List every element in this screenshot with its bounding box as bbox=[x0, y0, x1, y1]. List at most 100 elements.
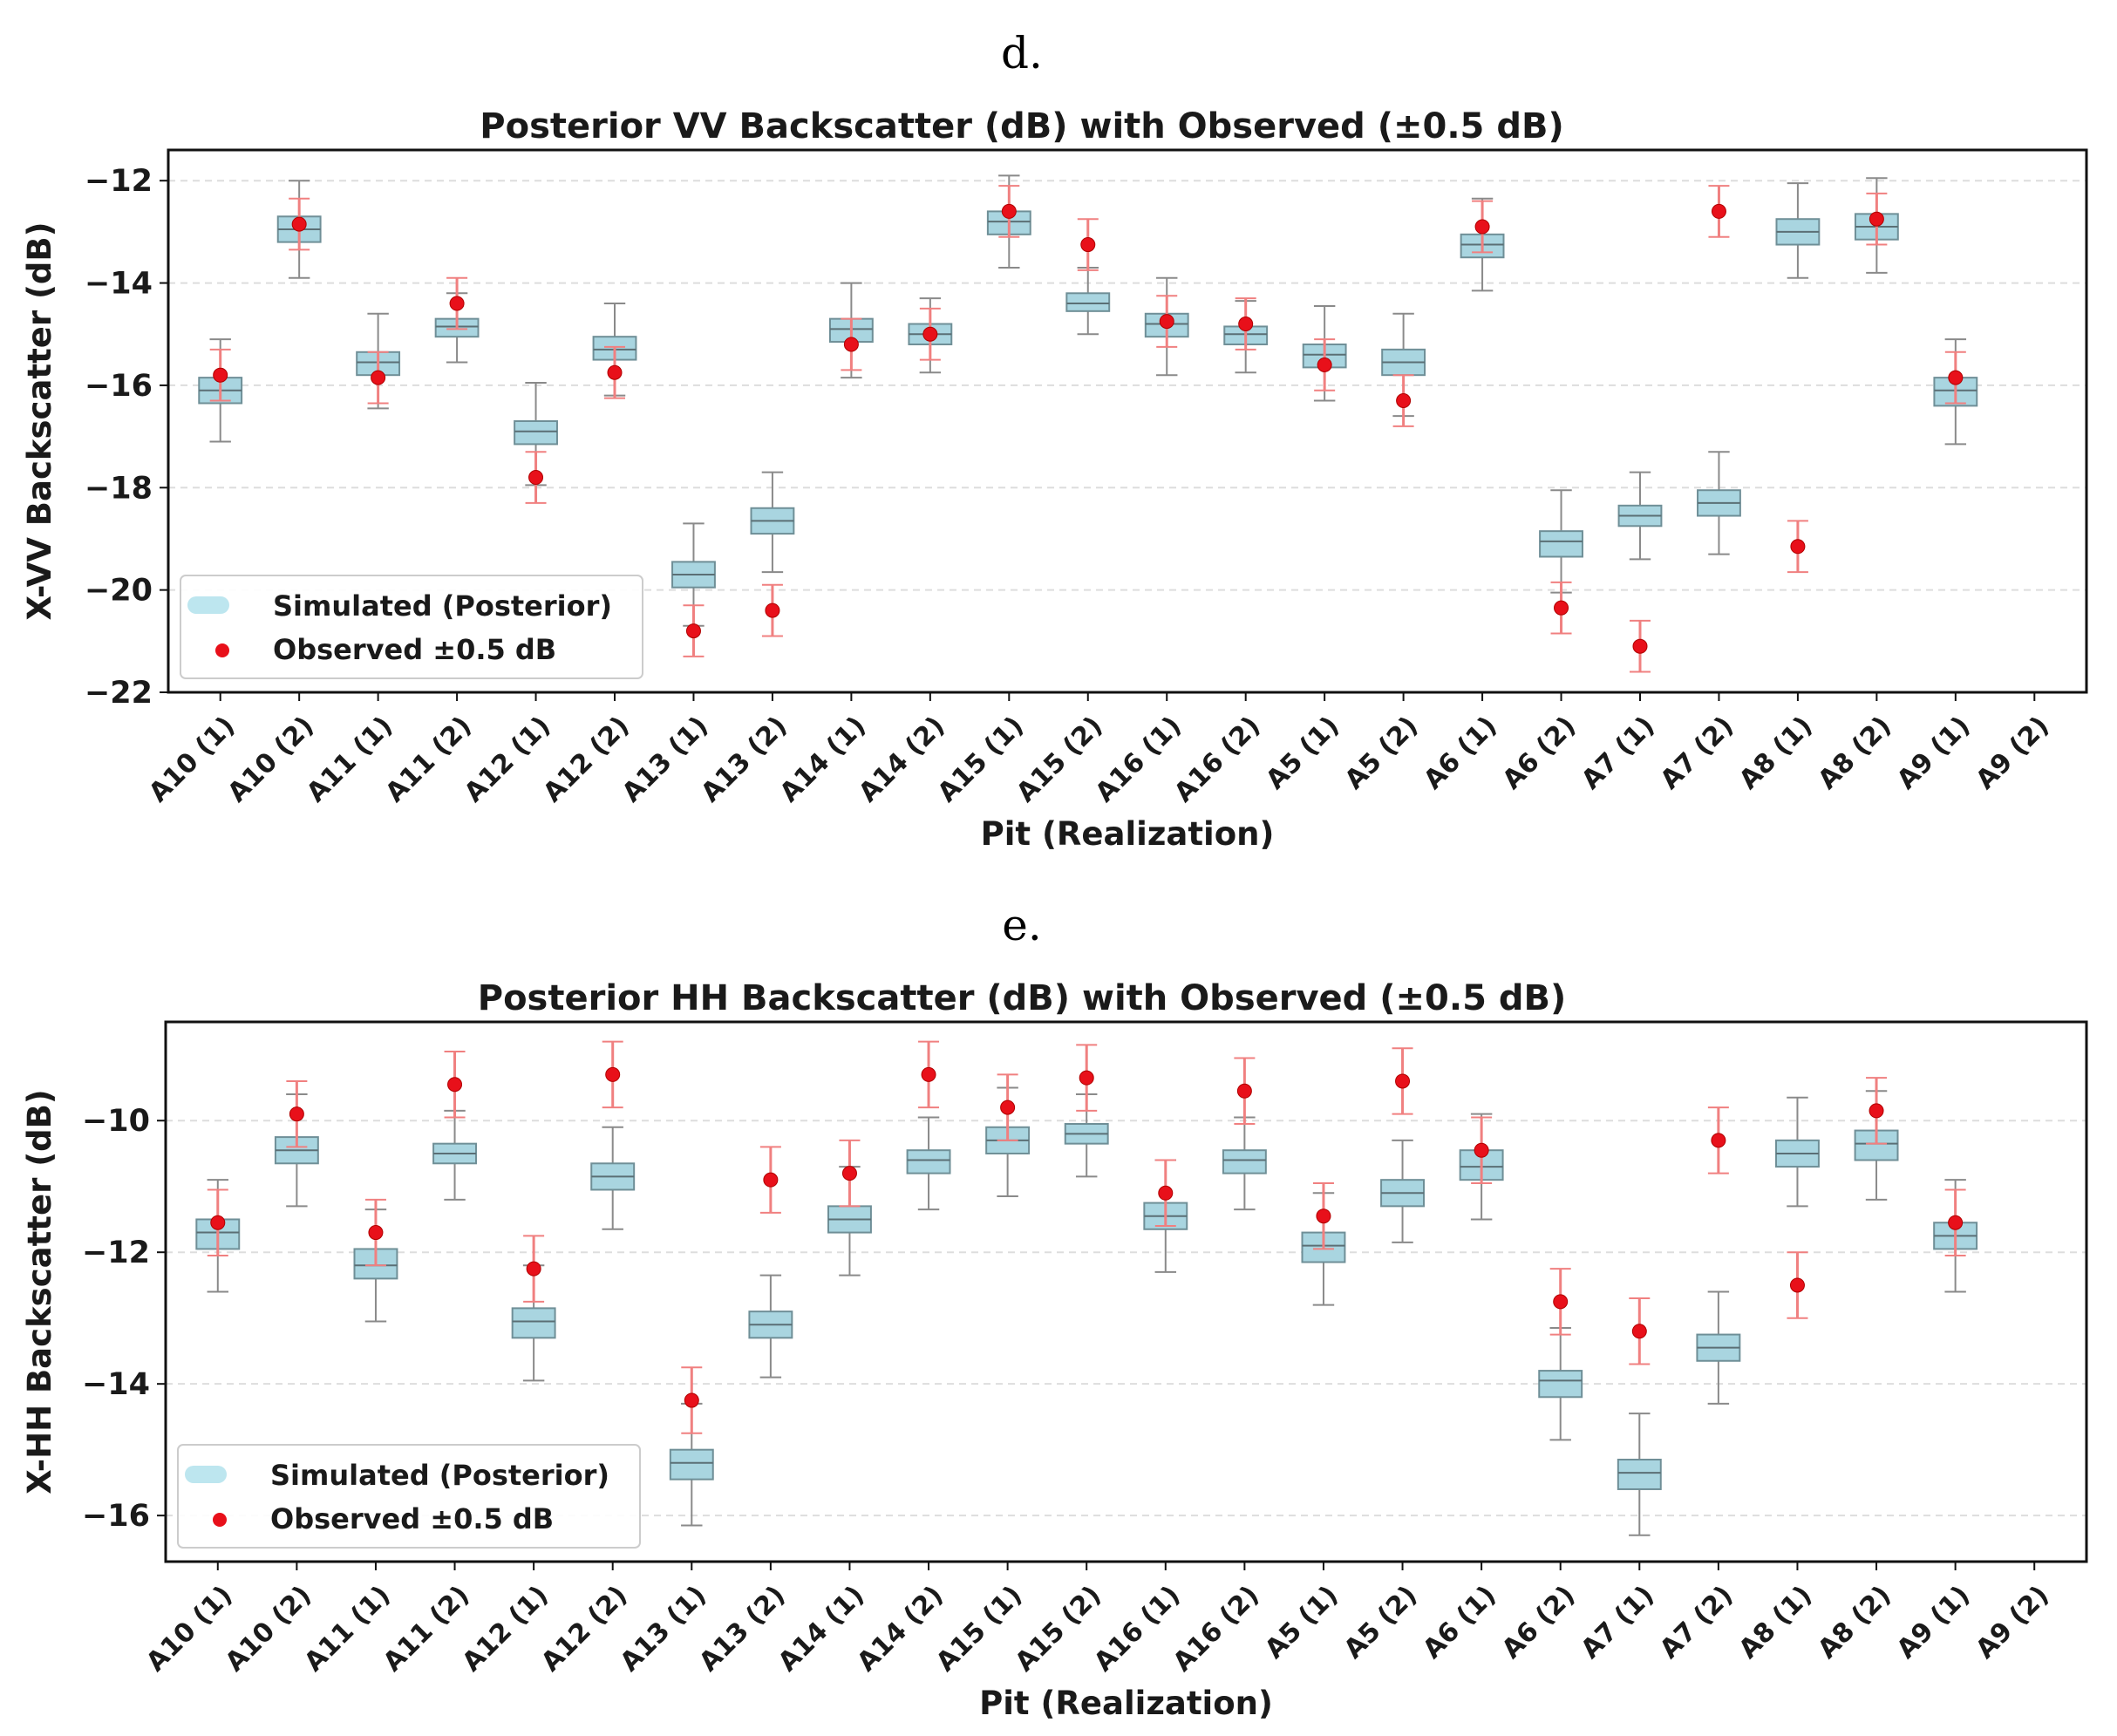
observed-19 bbox=[1708, 185, 1730, 238]
observed-6 bbox=[683, 604, 705, 657]
observed-10 bbox=[998, 185, 1020, 238]
x-tick-label: A14 (2) bbox=[853, 711, 950, 808]
box-iqr bbox=[1539, 530, 1583, 558]
x-tick-label: A13 (2) bbox=[695, 711, 793, 808]
x-tick-label: A6 (2) bbox=[1497, 711, 1582, 795]
box-18 bbox=[1617, 1413, 1662, 1536]
y-tick-label: −10 bbox=[82, 1104, 150, 1139]
observed-10 bbox=[997, 1073, 1018, 1141]
observed-point bbox=[1238, 317, 1254, 332]
x-tick-label: A10 (2) bbox=[222, 711, 320, 808]
legend: Simulated (Posterior) Observed ±0.5 dB bbox=[180, 575, 643, 679]
x-tick-label: A11 (2) bbox=[378, 1580, 475, 1678]
observed-17 bbox=[1549, 1268, 1571, 1336]
panel-letter: d. bbox=[1001, 28, 1043, 78]
box-4 bbox=[511, 1264, 556, 1382]
observed-point bbox=[607, 364, 623, 380]
observed-point bbox=[1159, 314, 1174, 330]
box-iqr bbox=[1617, 1458, 1662, 1490]
observed-2 bbox=[367, 351, 389, 405]
x-tick-label: A10 (2) bbox=[220, 1580, 317, 1678]
x-tick-label: A8 (1) bbox=[1733, 711, 1818, 795]
box-17 bbox=[1539, 489, 1583, 594]
observed-8 bbox=[839, 1139, 861, 1208]
x-tick-label: A16 (2) bbox=[1167, 1580, 1265, 1678]
box-17 bbox=[1538, 1327, 1583, 1441]
observed-point bbox=[1554, 600, 1569, 616]
x-tick-label: A8 (2) bbox=[1812, 1580, 1896, 1665]
observed-point bbox=[213, 367, 228, 383]
observed-18 bbox=[1629, 1297, 1651, 1365]
x-tick-label: A16 (1) bbox=[1090, 711, 1188, 808]
legend-observed-marker bbox=[213, 1513, 227, 1527]
observed-19 bbox=[1707, 1106, 1729, 1174]
observed-5 bbox=[602, 1040, 623, 1109]
observed-point bbox=[210, 1215, 226, 1230]
observed-point bbox=[447, 1077, 463, 1093]
x-tick-label: A12 (1) bbox=[457, 1580, 555, 1678]
y-ticks: −22 −20 −18 −16 −14 −12 bbox=[85, 164, 168, 711]
observed-point bbox=[765, 602, 780, 618]
x-tick-label: A14 (1) bbox=[773, 1580, 870, 1678]
x-tick-label: A6 (1) bbox=[1417, 1580, 1501, 1665]
x-ticks: A10 (1)A10 (2)A11 (1)A11 (2)A12 (1)A12 (… bbox=[143, 692, 2055, 808]
x-tick-label: A5 (2) bbox=[1338, 1580, 1423, 1665]
observed-point bbox=[1711, 203, 1726, 219]
observed-13 bbox=[1234, 1057, 1256, 1126]
x-tick-label: A13 (2) bbox=[693, 1580, 791, 1678]
x-tick-label: A11 (1) bbox=[298, 1580, 396, 1678]
observed-21 bbox=[1866, 192, 1888, 246]
x-tick-label: A8 (2) bbox=[1813, 711, 1897, 795]
box-18 bbox=[1617, 471, 1663, 561]
observed-3 bbox=[444, 1050, 466, 1119]
observed-point bbox=[1158, 1185, 1174, 1201]
box-iqr bbox=[669, 1448, 714, 1481]
y-tick-label: −14 bbox=[82, 1367, 150, 1402]
y-tick-label: −22 bbox=[85, 676, 153, 711]
observed-0 bbox=[209, 348, 231, 402]
legend-simulated-swatch bbox=[187, 596, 229, 614]
observed-point bbox=[1001, 203, 1017, 219]
observed-4 bbox=[523, 1235, 545, 1303]
observed-1 bbox=[286, 1079, 308, 1148]
legend-frame bbox=[177, 1444, 641, 1549]
observed-point bbox=[1236, 1083, 1252, 1099]
x-tick-label: A15 (1) bbox=[932, 711, 1030, 808]
box-11 bbox=[1065, 266, 1111, 336]
legend-simulated-label: Simulated (Posterior) bbox=[270, 1459, 609, 1492]
x-tick-label: A9 (2) bbox=[1970, 1580, 2054, 1665]
observed-11 bbox=[1076, 1044, 1098, 1112]
observed-point bbox=[1474, 1142, 1489, 1158]
observed-point bbox=[763, 1172, 779, 1188]
plot-marks bbox=[198, 174, 1978, 673]
legend-simulated-swatch bbox=[185, 1466, 227, 1483]
x-tick-label: A15 (2) bbox=[1010, 1580, 1107, 1678]
box-iqr bbox=[906, 1149, 951, 1174]
observed-point bbox=[1869, 211, 1884, 227]
y-axis-label: X-VV Backscatter (dB) bbox=[21, 221, 58, 620]
observed-point bbox=[1632, 638, 1648, 654]
observed-point bbox=[528, 470, 544, 486]
observed-point bbox=[841, 1166, 857, 1181]
observed-point bbox=[1789, 1277, 1805, 1293]
observed-point bbox=[1474, 219, 1490, 235]
observed-point bbox=[1079, 1070, 1094, 1086]
legend-observed-marker bbox=[215, 643, 229, 657]
box-11 bbox=[1064, 1093, 1109, 1178]
legend: Simulated (Posterior) Observed ±0.5 dB bbox=[177, 1444, 641, 1549]
x-ticks: A10 (1)A10 (2)A11 (1)A11 (2)A12 (1)A12 (… bbox=[140, 1562, 2055, 1678]
chart-title: Posterior HH Backscatter (dB) with Obser… bbox=[478, 978, 1566, 1018]
x-tick-label: A10 (1) bbox=[140, 1580, 238, 1678]
y-tick-label: −16 bbox=[82, 1499, 150, 1534]
box-13 bbox=[1222, 1116, 1267, 1211]
box-19 bbox=[1696, 1290, 1741, 1405]
observed-point bbox=[921, 1066, 936, 1082]
legend-simulated-label: Simulated (Posterior) bbox=[273, 589, 612, 623]
x-tick-label: A14 (1) bbox=[774, 711, 872, 808]
observed-9 bbox=[918, 1040, 940, 1109]
box-3 bbox=[432, 1109, 477, 1201]
box-20 bbox=[1775, 182, 1821, 279]
observed-14 bbox=[1312, 1181, 1334, 1250]
y-tick-label: −16 bbox=[85, 369, 153, 404]
